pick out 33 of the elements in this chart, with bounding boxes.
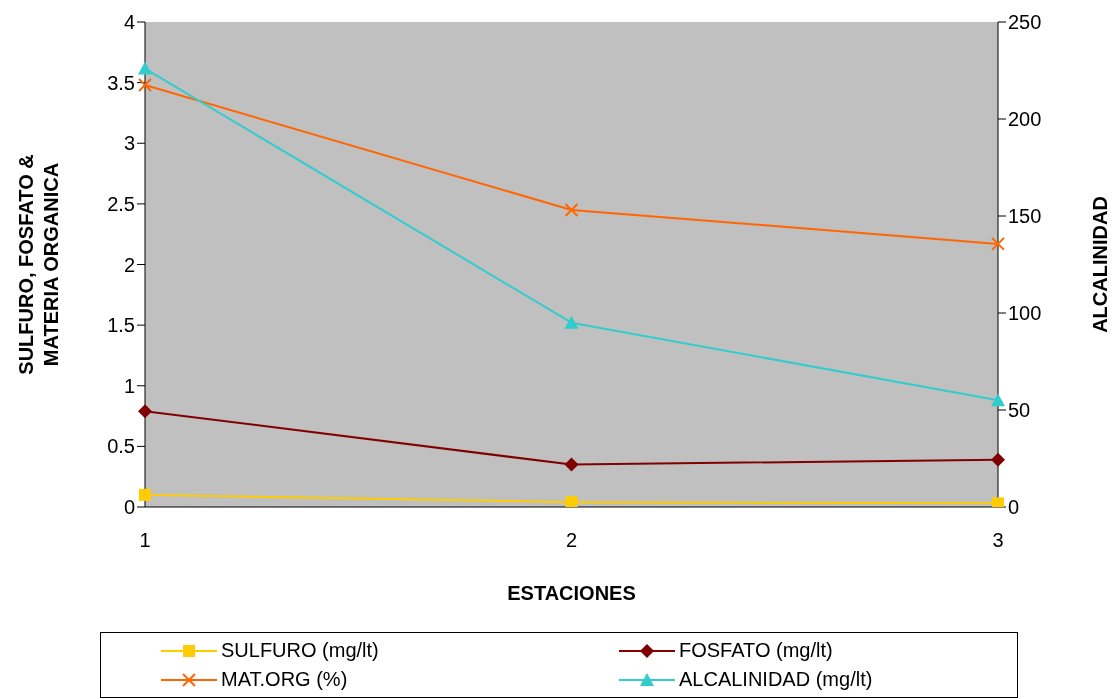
y2-axis-title: ALCALINIDAD [1089,196,1112,333]
point [991,393,1005,407]
y2-tick-label: 250 [1008,11,1042,34]
y2-tick-label: 150 [1008,205,1042,228]
y-tick-label: 3.5 [107,71,135,94]
legend-label: SULFURO (mg/lt) [221,639,379,662]
y-axis-title: SULFURO, FOSFATO & MATERIA ORGANICA [15,154,62,375]
y2-tick-label: 100 [1008,302,1042,325]
point [564,315,579,329]
point [139,488,151,501]
legend-label: MAT.ORG (%) [221,668,348,691]
x-tick-label: 2 [565,529,578,552]
legend-label: FOSFATO (mg/lt) [679,639,833,662]
x-tick-label: 1 [139,529,151,552]
y2-tick-label: 50 [1008,399,1031,422]
y2-tick-label: 200 [1008,108,1042,131]
y-tick-label: 1.5 [107,314,135,337]
y-tick-label: 3 [123,132,135,155]
x-axis-title: ESTACIONES [507,582,636,604]
point [138,61,152,75]
x-tick-label: 3 [992,529,1004,552]
point [991,452,1005,467]
y-tick-label: 2.5 [107,192,135,215]
legend-label: ALCALINIDAD (mg/lt) [679,668,873,691]
point [564,457,579,472]
point [565,496,578,507]
y-tick-label: 0.5 [107,435,135,458]
y-tick-label: 4 [123,11,135,34]
y-tick-label: 2 [123,253,135,276]
point [138,404,152,419]
y2-tick-label: 0 [1008,496,1020,519]
y-tick-label: 1 [123,374,135,397]
y-tick-label: 0 [123,496,135,519]
